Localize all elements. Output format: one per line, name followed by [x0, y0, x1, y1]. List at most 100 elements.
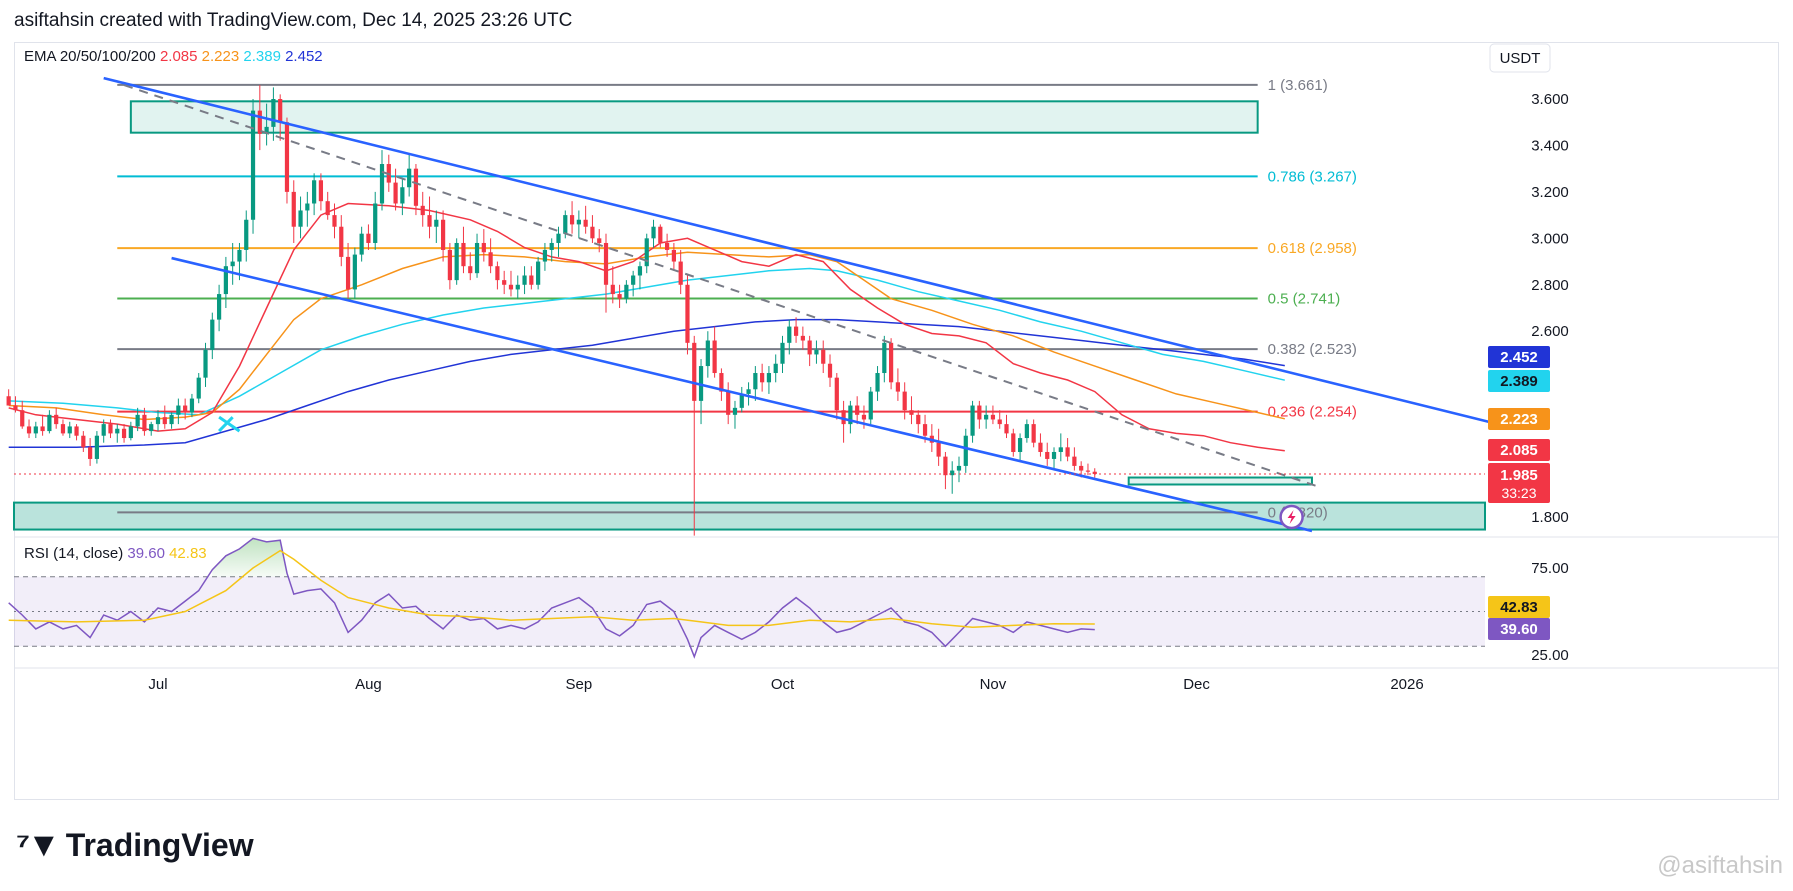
candle-54[interactable]: [373, 191, 378, 250]
candle-77[interactable]: [529, 266, 534, 290]
candle-11[interactable]: [81, 431, 86, 452]
candle-3[interactable]: [26, 419, 32, 439]
candle-24[interactable]: [169, 412, 174, 429]
candle-96[interactable]: [658, 224, 663, 248]
candle-147[interactable]: [1004, 414, 1009, 439]
candle-137[interactable]: [936, 428, 941, 466]
candle-88[interactable]: [603, 233, 609, 313]
support-zone[interactable]: [13, 501, 1486, 531]
demand-box[interactable]: [1127, 476, 1313, 486]
candle-148[interactable]: [1011, 428, 1016, 457]
candle-22[interactable]: [155, 410, 161, 432]
currency-button[interactable]: USDT: [1489, 43, 1551, 73]
candle-85[interactable]: [583, 205, 588, 234]
candle-74[interactable]: [508, 270, 514, 297]
candle-113[interactable]: [773, 354, 778, 383]
candle-26[interactable]: [183, 398, 188, 420]
candle-97[interactable]: [664, 233, 670, 257]
candle-78[interactable]: [536, 256, 541, 290]
candle-18[interactable]: [128, 421, 133, 441]
candle-114[interactable]: [780, 335, 785, 374]
candle-89[interactable]: [610, 266, 615, 304]
candle-153[interactable]: [1045, 442, 1050, 466]
candle-71[interactable]: [488, 238, 493, 274]
candle-140[interactable]: [956, 456, 962, 483]
candle-93[interactable]: [637, 261, 643, 290]
candle-57[interactable]: [393, 168, 398, 211]
candle-86[interactable]: [590, 215, 595, 243]
candle-118[interactable]: [807, 335, 812, 367]
channel-mid-line[interactable]: [123, 84, 1320, 488]
candle-123[interactable]: [841, 400, 846, 443]
candle-39[interactable]: [271, 87, 276, 141]
candle-157[interactable]: [1072, 447, 1077, 471]
candle-40[interactable]: [278, 94, 283, 141]
candle-7[interactable]: [54, 407, 59, 429]
candle-43[interactable]: [298, 196, 303, 239]
candle-33[interactable]: [230, 242, 235, 285]
candle-6[interactable]: [47, 410, 52, 434]
candle-155[interactable]: [1058, 433, 1063, 462]
candle-73[interactable]: [502, 270, 507, 295]
candle-32[interactable]: [223, 256, 228, 308]
candle-119[interactable]: [814, 340, 819, 364]
candle-67[interactable]: [461, 226, 466, 274]
candle-151[interactable]: [1031, 419, 1036, 448]
candle-154[interactable]: [1051, 447, 1057, 471]
candle-144[interactable]: [984, 405, 989, 429]
candle-52[interactable]: [359, 226, 364, 262]
candle-98[interactable]: [671, 242, 676, 271]
channel-upper-line[interactable]: [103, 76, 1489, 424]
candle-130[interactable]: [889, 338, 894, 390]
candle-125[interactable]: [855, 396, 860, 425]
candle-65[interactable]: [447, 242, 452, 290]
candle-46[interactable]: [318, 173, 324, 211]
candle-64[interactable]: [440, 210, 446, 262]
chart-frame[interactable]: [14, 42, 1779, 800]
candle-138[interactable]: [943, 451, 948, 490]
candle-142[interactable]: [970, 400, 975, 443]
candle-79[interactable]: [542, 242, 548, 271]
candle-105[interactable]: [719, 368, 724, 401]
candle-91[interactable]: [624, 280, 629, 304]
candle-5[interactable]: [40, 414, 45, 436]
candle-90[interactable]: [617, 284, 622, 308]
candle-134[interactable]: [916, 410, 921, 434]
candle-17[interactable]: [121, 424, 127, 443]
candle-92[interactable]: [631, 270, 636, 297]
candle-66[interactable]: [454, 238, 459, 285]
candle-120[interactable]: [821, 340, 826, 374]
candle-0[interactable]: [6, 389, 11, 406]
candle-107[interactable]: [732, 400, 738, 429]
candle-48[interactable]: [332, 203, 337, 239]
candle-146[interactable]: [997, 410, 1002, 429]
candle-127[interactable]: [868, 386, 873, 425]
candle-13[interactable]: [94, 431, 100, 464]
candle-110[interactable]: [753, 366, 758, 401]
candle-47[interactable]: [325, 191, 330, 220]
candle-139[interactable]: [950, 461, 955, 494]
candle-143[interactable]: [977, 400, 982, 429]
candle-44[interactable]: [305, 191, 310, 227]
candle-152[interactable]: [1038, 433, 1043, 457]
candle-69[interactable]: [474, 233, 480, 278]
candle-108[interactable]: [739, 386, 744, 413]
candle-12[interactable]: [88, 438, 93, 466]
candle-28[interactable]: [196, 373, 201, 404]
candle-2[interactable]: [20, 400, 25, 429]
candle-49[interactable]: [339, 215, 344, 267]
candle-20[interactable]: [142, 407, 147, 436]
ema-legend[interactable]: EMA 20/50/100/200 2.085 2.223 2.389 2.45…: [24, 48, 323, 65]
candle-101[interactable]: [692, 335, 697, 536]
candle-102[interactable]: [698, 359, 704, 425]
candle-156[interactable]: [1065, 438, 1070, 462]
channel-lower-line[interactable]: [171, 256, 1313, 533]
candle-83[interactable]: [569, 201, 575, 234]
candle-116[interactable]: [793, 317, 799, 343]
candle-132[interactable]: [902, 382, 907, 420]
candle-149[interactable]: [1017, 433, 1023, 462]
candle-27[interactable]: [189, 393, 195, 418]
candle-31[interactable]: [216, 284, 222, 332]
supply-zone[interactable]: [129, 100, 1259, 134]
candle-106[interactable]: [726, 382, 731, 425]
